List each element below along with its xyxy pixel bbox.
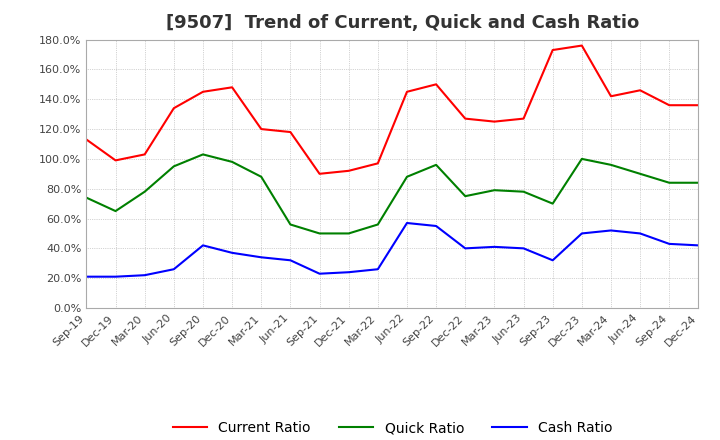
- Current Ratio: [344, 168, 353, 173]
- Current Ratio: [636, 88, 644, 93]
- Cash Ratio: [257, 255, 266, 260]
- Current Ratio: [82, 137, 91, 142]
- Text: [9507]  Trend of Current, Quick and Cash Ratio: [9507] Trend of Current, Quick and Cash …: [166, 15, 639, 33]
- Quick Ratio: [111, 209, 120, 214]
- Line: Current Ratio: Current Ratio: [86, 46, 698, 174]
- Quick Ratio: [490, 187, 499, 193]
- Cash Ratio: [461, 246, 469, 251]
- Quick Ratio: [286, 222, 294, 227]
- Cash Ratio: [694, 243, 703, 248]
- Current Ratio: [286, 129, 294, 135]
- Quick Ratio: [315, 231, 324, 236]
- Current Ratio: [111, 158, 120, 163]
- Current Ratio: [607, 94, 616, 99]
- Quick Ratio: [169, 164, 178, 169]
- Current Ratio: [257, 126, 266, 132]
- Quick Ratio: [374, 222, 382, 227]
- Quick Ratio: [577, 156, 586, 161]
- Cash Ratio: [199, 243, 207, 248]
- Cash Ratio: [519, 246, 528, 251]
- Current Ratio: [665, 103, 674, 108]
- Cash Ratio: [636, 231, 644, 236]
- Current Ratio: [228, 84, 236, 90]
- Cash Ratio: [82, 274, 91, 279]
- Quick Ratio: [549, 201, 557, 206]
- Cash Ratio: [607, 228, 616, 233]
- Current Ratio: [140, 152, 149, 157]
- Current Ratio: [315, 171, 324, 176]
- Cash Ratio: [140, 272, 149, 278]
- Quick Ratio: [694, 180, 703, 185]
- Legend: Current Ratio, Quick Ratio, Cash Ratio: Current Ratio, Quick Ratio, Cash Ratio: [167, 415, 618, 440]
- Cash Ratio: [549, 258, 557, 263]
- Quick Ratio: [636, 171, 644, 176]
- Current Ratio: [694, 103, 703, 108]
- Cash Ratio: [169, 267, 178, 272]
- Current Ratio: [490, 119, 499, 124]
- Quick Ratio: [344, 231, 353, 236]
- Cash Ratio: [344, 270, 353, 275]
- Line: Cash Ratio: Cash Ratio: [86, 223, 698, 277]
- Current Ratio: [519, 116, 528, 121]
- Quick Ratio: [519, 189, 528, 194]
- Quick Ratio: [432, 162, 441, 168]
- Cash Ratio: [402, 220, 411, 226]
- Quick Ratio: [665, 180, 674, 185]
- Quick Ratio: [607, 162, 616, 168]
- Current Ratio: [402, 89, 411, 95]
- Current Ratio: [199, 89, 207, 95]
- Cash Ratio: [665, 241, 674, 246]
- Quick Ratio: [82, 195, 91, 200]
- Current Ratio: [169, 106, 178, 111]
- Line: Quick Ratio: Quick Ratio: [86, 154, 698, 234]
- Cash Ratio: [577, 231, 586, 236]
- Cash Ratio: [315, 271, 324, 276]
- Current Ratio: [549, 48, 557, 53]
- Quick Ratio: [199, 152, 207, 157]
- Cash Ratio: [111, 274, 120, 279]
- Cash Ratio: [228, 250, 236, 256]
- Cash Ratio: [286, 258, 294, 263]
- Quick Ratio: [257, 174, 266, 180]
- Current Ratio: [374, 161, 382, 166]
- Cash Ratio: [490, 244, 499, 249]
- Cash Ratio: [374, 267, 382, 272]
- Quick Ratio: [461, 194, 469, 199]
- Quick Ratio: [140, 189, 149, 194]
- Cash Ratio: [432, 224, 441, 229]
- Current Ratio: [432, 82, 441, 87]
- Current Ratio: [577, 43, 586, 48]
- Quick Ratio: [228, 159, 236, 165]
- Quick Ratio: [402, 174, 411, 180]
- Current Ratio: [461, 116, 469, 121]
